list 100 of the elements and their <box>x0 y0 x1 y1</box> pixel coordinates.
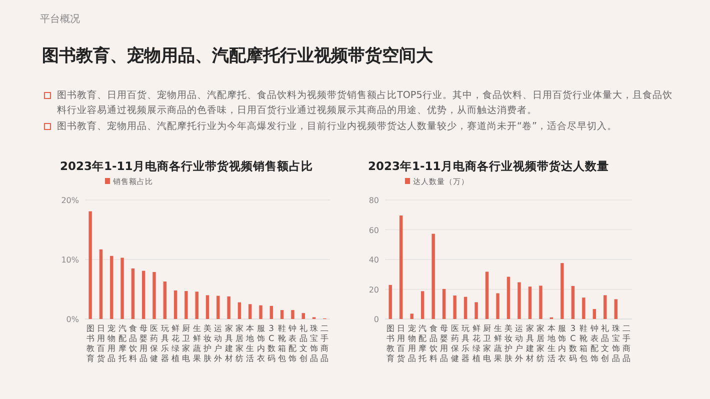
y-tick-label: 40 <box>368 256 379 264</box>
bar <box>464 296 468 319</box>
x-tick-label: 汽配摩托 <box>418 323 427 363</box>
x-tick-label: 鞋靴箱包 <box>580 323 588 363</box>
x-tick-label: 日用百货 <box>397 323 406 363</box>
x-tick-label: 宠物用品 <box>108 323 116 363</box>
bar <box>99 249 103 319</box>
bar <box>582 298 586 319</box>
bar <box>238 302 242 319</box>
bar <box>259 305 262 319</box>
x-tick-label: 生鲜蔬果 <box>494 323 502 363</box>
bar <box>152 272 156 319</box>
x-tick-label: 本地生活 <box>546 323 556 363</box>
bar <box>195 292 198 319</box>
y-tick-label: 60 <box>368 226 379 235</box>
x-tick-label: 厨卫家电 <box>483 323 492 363</box>
bar <box>206 295 210 319</box>
bar <box>614 299 618 319</box>
x-tick-label: 宠物用品 <box>408 323 416 363</box>
x-tick-label: 家具建材 <box>524 323 534 363</box>
x-tick-label: 厨卫家电 <box>182 323 190 363</box>
bar <box>571 286 575 319</box>
bar <box>291 310 294 319</box>
bar <box>604 295 607 319</box>
x-tick-label: 母婴用品 <box>440 323 448 363</box>
x-tick-label: 鲜花绿植 <box>472 323 480 363</box>
bar <box>453 295 456 319</box>
x-tick-label: 鲜花绿植 <box>172 323 180 363</box>
bar <box>216 296 220 319</box>
bar <box>280 310 284 319</box>
bar <box>560 263 564 319</box>
x-tick-label: 食品饮料 <box>128 323 137 363</box>
x-tick-label: 服饰内衣 <box>557 323 566 363</box>
bar <box>110 256 114 319</box>
x-tick-label: 运动户外 <box>214 323 222 363</box>
x-tick-label: 二手商品 <box>320 323 329 363</box>
x-tick-label: 玩具乐器 <box>462 323 470 363</box>
x-tick-label: 图书教育 <box>86 323 94 363</box>
bar <box>420 291 424 319</box>
x-tick-label: 家居家纺 <box>235 323 244 363</box>
text: 图书教育、日用百货、宠物用品、汽配摩托、食品饮料为视频带货销售额占比TOP5行业。其中，食品饮料、日用百货行业体量大，且食品饮料行业容易通过视频展示商品的色香味，日用百货行业通过视频展示其商品的用途、优势，从而触达消费者。 <box>57 90 672 116</box>
x-tick-label: 汽配摩托 <box>117 323 126 363</box>
x-tick-label: 日用百货 <box>96 323 105 363</box>
bar <box>539 286 542 319</box>
bar <box>270 306 274 319</box>
bar <box>120 258 124 319</box>
bar <box>163 282 166 319</box>
x-tick-label: 礼品文创 <box>299 323 308 363</box>
bar <box>592 309 596 319</box>
bar <box>88 211 92 319</box>
bar <box>528 286 532 319</box>
x-tick-label: 3C数码 <box>267 323 276 363</box>
x-tick-label: 医药保健 <box>150 323 158 363</box>
x-tick-label: 食品饮料 <box>428 323 438 363</box>
x-tick-label: 钟表配饰 <box>589 323 598 363</box>
y-tick-label: 0% <box>66 315 80 324</box>
bar <box>474 302 478 319</box>
y-tick-label: 20 <box>368 285 379 294</box>
text: 平台概况 <box>40 12 80 26</box>
bar <box>518 282 521 319</box>
x-tick-label: 珠宝饰品 <box>309 323 318 363</box>
y-tick-label: 20% <box>61 196 80 205</box>
y-tick-label: 10% <box>61 256 80 264</box>
x-tick-label: 医药保健 <box>450 323 459 363</box>
x-tick-label: 3C数码 <box>568 323 577 363</box>
bar <box>432 234 435 319</box>
bar <box>142 270 146 319</box>
x-tick-label: 运动户外 <box>515 323 524 363</box>
x-tick-label: 美妆护肤 <box>504 323 512 363</box>
bar <box>174 290 178 319</box>
text: 图书教育、宠物用品、汽配摩托行业视频带货空间大 <box>42 45 433 67</box>
bar <box>227 296 230 319</box>
x-tick-label: 家居家纺 <box>536 323 545 363</box>
bar <box>131 268 135 319</box>
x-tick-label: 美妆护肤 <box>202 323 212 363</box>
bar <box>184 291 188 319</box>
bar <box>248 304 252 319</box>
x-tick-label: 二手商品 <box>622 323 631 363</box>
chart-title: 2023年1-11月电商各行业视频带货达人数量 <box>368 159 609 173</box>
x-tick-label: 生鲜蔬果 <box>192 323 201 363</box>
chart-title: 2023年1-11月电商各行业带货视频销售额占比 <box>60 159 313 173</box>
bar <box>388 284 392 319</box>
bar <box>485 272 489 319</box>
x-tick-label: 礼品文创 <box>601 323 610 363</box>
x-tick-label: 玩具乐器 <box>160 323 169 363</box>
x-tick-label: 珠宝饰品 <box>610 323 620 363</box>
bar <box>442 288 446 319</box>
x-tick-label: 家具建材 <box>224 323 233 363</box>
bar <box>400 215 403 319</box>
bar <box>410 314 414 319</box>
y-tick-label: 0 <box>374 315 379 324</box>
bar <box>302 313 305 319</box>
text: 图书教育、宠物用品、汽配摩托行业为今年高爆发行业，目前行业内视频带货达人数量较少，赛道尚未开“卷”，适合尽早切入。 <box>57 121 617 132</box>
x-tick-label: 服饰内衣 <box>256 323 265 363</box>
x-tick-label: 钟表配饰 <box>288 323 297 363</box>
x-tick-label: 本地生活 <box>245 323 254 363</box>
x-tick-label: 鞋靴箱包 <box>278 323 286 363</box>
bar <box>506 276 510 319</box>
bar <box>496 293 500 319</box>
x-tick-label: 母婴用品 <box>140 323 148 363</box>
